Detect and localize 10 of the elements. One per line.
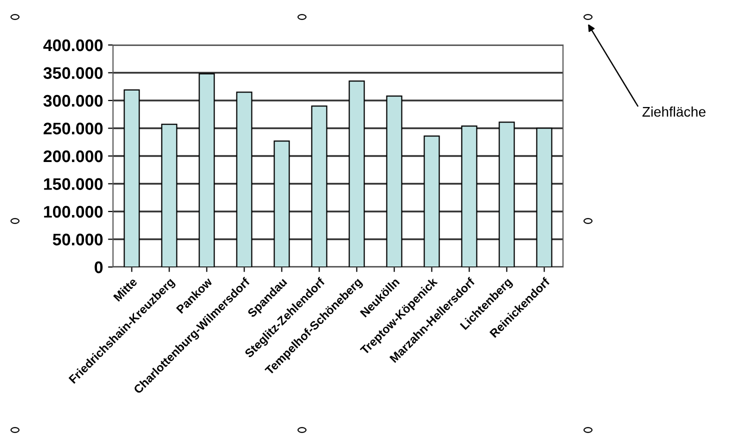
y-tick-label: 50.000 [52, 234, 103, 246]
text: Ziehfläche [642, 106, 706, 117]
y-tick-label: 300.000 [43, 94, 103, 107]
y-tick-label: 0 [94, 261, 103, 274]
y-tick-label: 100.000 [44, 206, 103, 218]
y-tick-label: 150.000 [44, 178, 103, 190]
y-tick-label: 200.000 [44, 150, 103, 162]
y-tick-label: 250.000 [44, 122, 103, 134]
y-tick-label: 350.000 [43, 67, 103, 79]
y-tick-label: 400.000 [43, 39, 103, 52]
